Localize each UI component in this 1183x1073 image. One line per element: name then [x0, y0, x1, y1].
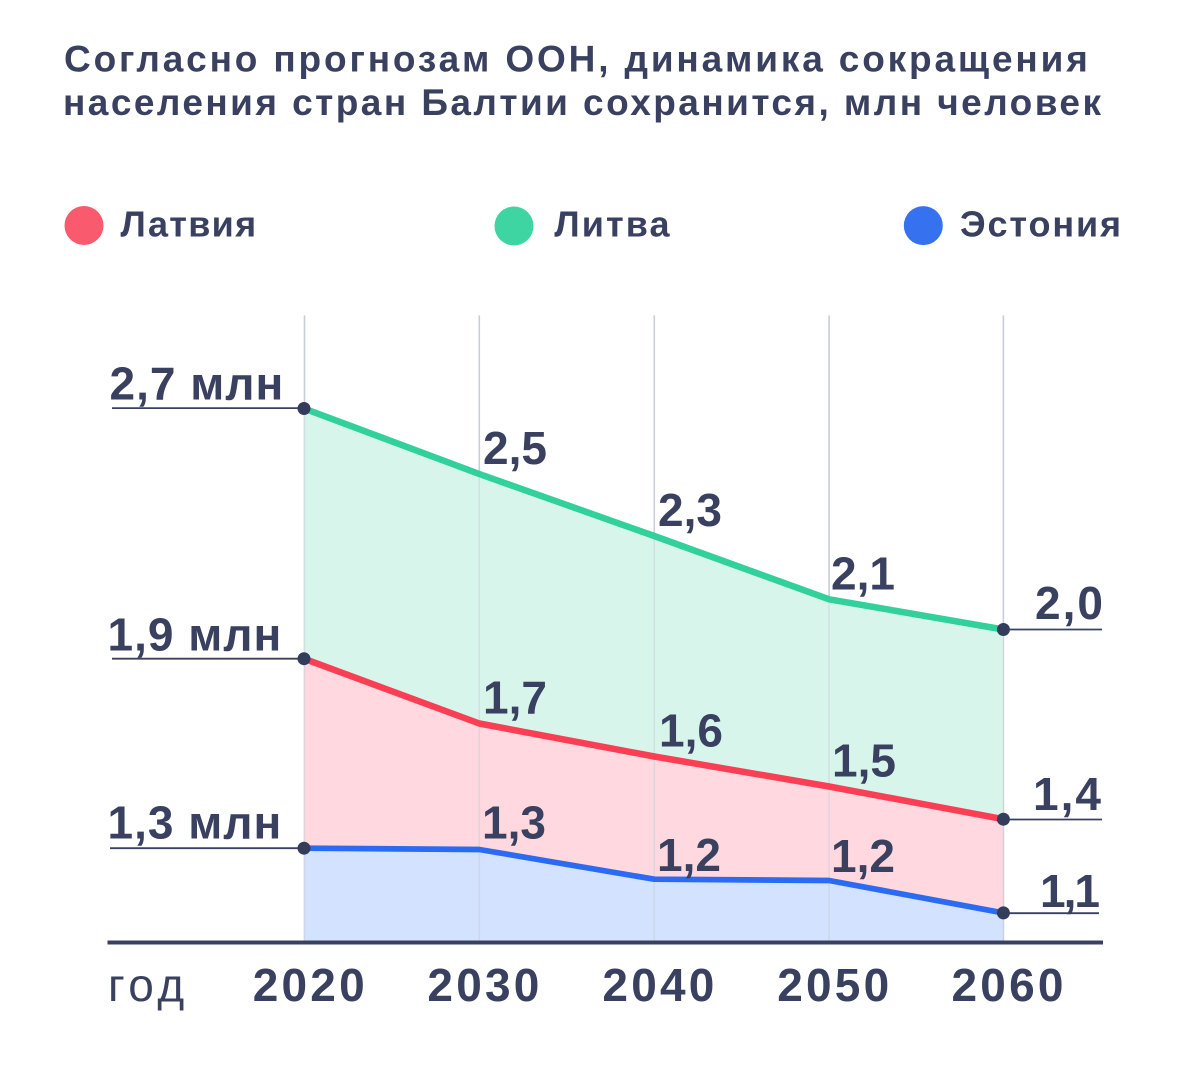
svg-text:1,3: 1,3: [482, 797, 546, 849]
svg-text:Эстония: Эстония: [960, 203, 1123, 244]
svg-text:1,7: 1,7: [483, 672, 547, 724]
svg-text:населения стран Балтии сохрани: населения стран Балтии сохранится, млн ч…: [63, 82, 1103, 123]
svg-text:2030: 2030: [427, 959, 542, 1011]
svg-text:2050: 2050: [777, 959, 892, 1011]
svg-text:1,4: 1,4: [1033, 768, 1103, 820]
svg-text:1,9 млн: 1,9 млн: [108, 609, 283, 661]
svg-text:год: год: [108, 959, 189, 1011]
svg-text:1,3 млн: 1,3 млн: [108, 797, 283, 849]
svg-text:Латвия: Латвия: [121, 203, 258, 244]
svg-text:2040: 2040: [602, 959, 717, 1011]
svg-text:2,1: 2,1: [831, 548, 895, 600]
svg-text:1,1: 1,1: [1040, 865, 1099, 917]
svg-text:Литва: Литва: [554, 203, 671, 244]
svg-text:1,5: 1,5: [832, 735, 896, 787]
svg-text:2,5: 2,5: [483, 422, 547, 474]
svg-text:2,0: 2,0: [1035, 577, 1105, 629]
svg-text:Согласно прогнозам ООН, динами: Согласно прогнозам ООН, динамика сокраще…: [64, 39, 1091, 80]
svg-text:2060: 2060: [952, 959, 1067, 1011]
svg-text:1,6: 1,6: [659, 705, 723, 757]
svg-text:2,7 млн: 2,7 млн: [110, 358, 285, 410]
svg-text:1,2: 1,2: [657, 829, 721, 881]
svg-text:2020: 2020: [253, 959, 368, 1011]
svg-text:1,2: 1,2: [831, 830, 895, 882]
svg-text:2,3: 2,3: [658, 484, 722, 536]
